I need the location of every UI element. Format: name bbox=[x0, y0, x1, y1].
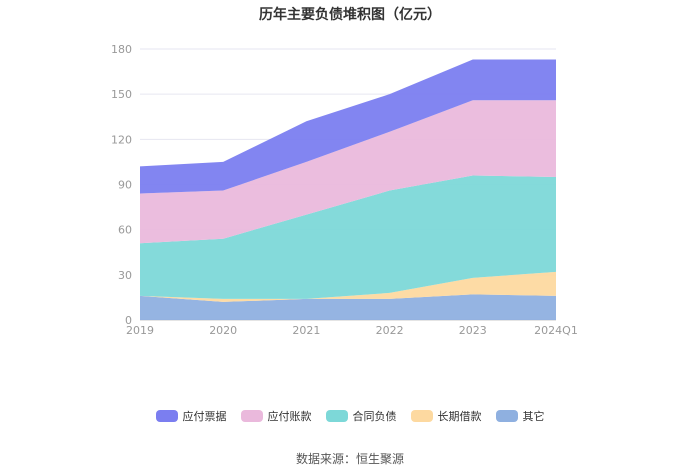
legend-item[interactable]: 应付账款 bbox=[240, 408, 312, 424]
stacked-area-chart: 0 30 60 90 120 150 180 2019 2020 2021 2022 2023 2024… bbox=[111, 43, 578, 337]
legend-swatch bbox=[240, 410, 263, 422]
area-series-应付账款[interactable] bbox=[140, 100, 556, 244]
data-source: 数据来源：恒生聚源 bbox=[295, 452, 404, 466]
legend-item[interactable]: 应付票据 bbox=[155, 408, 227, 424]
legend-item[interactable]: 合同负债 bbox=[325, 408, 397, 424]
x-tick-label: 2021 bbox=[292, 324, 320, 337]
x-tick-label: 2020 bbox=[209, 324, 237, 337]
legend-swatch bbox=[155, 410, 178, 422]
legend-label: 合同负债 bbox=[352, 410, 397, 423]
x-tick-label: 2024Q1 bbox=[534, 324, 578, 337]
area-layer bbox=[140, 59, 556, 320]
area-series-长期借款[interactable] bbox=[140, 271, 556, 302]
x-tick-label: 2019 bbox=[126, 324, 154, 337]
y-tick-label: 90 bbox=[118, 179, 132, 192]
axis-layer: 0 30 60 90 120 150 180 2019 2020 2021 2022 2023 2024… bbox=[111, 43, 578, 337]
legend-swatch bbox=[495, 410, 518, 422]
area-series-应付票据[interactable] bbox=[140, 59, 556, 194]
y-tick-label: 0 bbox=[125, 314, 132, 327]
legend-swatch bbox=[410, 410, 433, 422]
y-tick-label: 150 bbox=[111, 88, 132, 101]
legend-label: 长期借款 bbox=[437, 410, 482, 423]
x-tick-label: 2023 bbox=[459, 324, 487, 337]
chart-title: 历年主要负债堆积图（亿元） bbox=[259, 7, 441, 23]
legend-label: 应付票据 bbox=[182, 410, 227, 423]
legend: 应付票据 应付账款 合同负债 长期借款 其它 bbox=[0, 408, 700, 424]
y-tick-label: 180 bbox=[111, 43, 132, 56]
legend-item[interactable]: 长期借款 bbox=[410, 408, 482, 424]
legend-label: 其它 bbox=[522, 410, 545, 423]
y-tick-label: 60 bbox=[118, 224, 132, 237]
x-tick-label: 2022 bbox=[376, 324, 404, 337]
y-tick-label: 120 bbox=[111, 133, 132, 146]
area-series-合同负债[interactable] bbox=[140, 175, 556, 299]
legend-label: 应付账款 bbox=[267, 410, 312, 423]
area-series-其它[interactable] bbox=[140, 294, 556, 320]
legend-item[interactable]: 其它 bbox=[495, 408, 545, 424]
y-tick-label: 30 bbox=[118, 269, 132, 282]
legend-swatch bbox=[325, 410, 348, 422]
